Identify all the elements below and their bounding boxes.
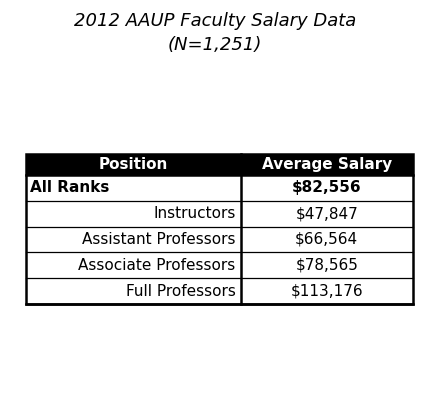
Text: Full Professors: Full Professors [126,284,236,298]
Text: All Ranks: All Ranks [30,180,110,196]
Text: Instructors: Instructors [153,206,236,221]
Text: 2012 AAUP Faculty Salary Data
(N=1,251): 2012 AAUP Faculty Salary Data (N=1,251) [74,12,356,54]
Text: $47,847: $47,847 [295,206,358,221]
Text: Position: Position [98,157,168,172]
Bar [26,226,413,252]
Bar [26,201,413,226]
Bar [26,252,413,278]
Text: $66,564: $66,564 [295,232,358,247]
Text: Average Salary: Average Salary [261,157,392,172]
Text: Assistant Professors: Assistant Professors [82,232,236,247]
Bar [26,175,413,201]
Bar [26,154,413,175]
Bar [26,278,413,304]
Text: $113,176: $113,176 [290,284,363,298]
Text: $82,556: $82,556 [292,180,362,196]
Text: Associate Professors: Associate Professors [78,258,236,273]
Text: $78,565: $78,565 [295,258,358,273]
